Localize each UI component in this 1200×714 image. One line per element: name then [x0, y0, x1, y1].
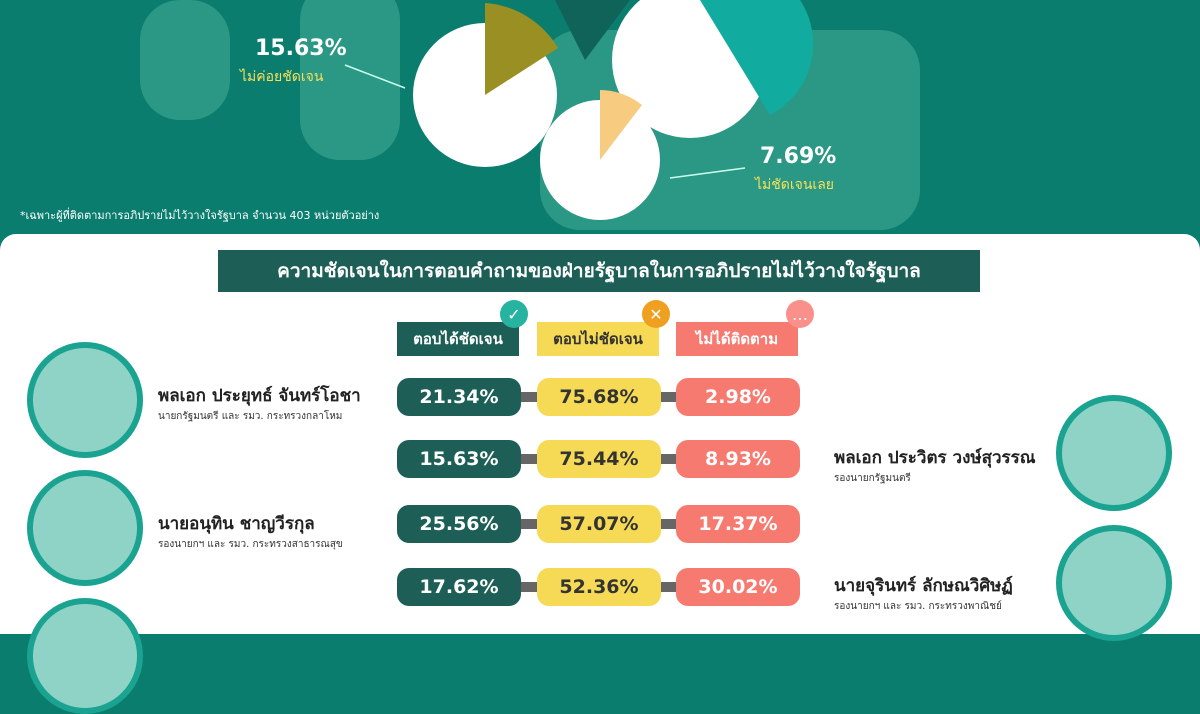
leader-line: [344, 64, 406, 89]
ellipsis-icon: …: [786, 300, 814, 328]
pie-chart-group: [344, 0, 814, 220]
person-role: รองนายกรัฐมนตรี: [834, 473, 911, 484]
pie-slice-not-very-clear: [485, 3, 558, 95]
person-info: พลเอก ประยุทธ์ จันทร์โอชา นายกรัฐมนตรี แ…: [158, 382, 361, 424]
slice-value: 15.63%: [255, 36, 347, 61]
x-icon: ✕: [642, 300, 670, 328]
avatar: [27, 470, 143, 586]
person-role: นายกรัฐมนตรี และ รมว. กระทรวงกลาโหม: [158, 411, 343, 422]
person-info: พลเอก ประวิตร วงษ์สุวรรณ รองนายกรัฐมนตรี: [834, 444, 1036, 486]
value-pill: 57.07%: [537, 505, 661, 543]
connector: [659, 519, 679, 529]
value-pill: 2.98%: [676, 378, 800, 416]
value-pill: 30.02%: [676, 568, 800, 606]
person-info: นายจุรินทร์ ลักษณวิศิษฏ์ รองนายกฯ และ รม…: [834, 572, 1013, 614]
person-role: รองนายกฯ และ รมว. กระทรวงพาณิชย์: [834, 601, 1002, 612]
person-role: รองนายกฯ และ รมว. กระทรวงสาธารณสุข: [158, 539, 343, 550]
column-header-clear: ตอบได้ชัดเจน: [397, 322, 519, 356]
avatar: [1056, 525, 1172, 641]
value-pill: 15.63%: [397, 440, 521, 478]
top-section: 15.63% ไม่ค่อยชัดเจน 7.69% ไม่ชัดเจนเลย …: [0, 0, 1200, 240]
check-icon: ✓: [500, 300, 528, 328]
avatar: [1056, 395, 1172, 511]
slice-value: 7.69%: [760, 144, 837, 169]
background-shape: [140, 0, 230, 120]
value-pill: 25.56%: [397, 505, 521, 543]
column-header-unclear: ตอบไม่ชัดเจน: [537, 322, 659, 356]
connector: [519, 582, 539, 592]
value-pill: 52.36%: [537, 568, 661, 606]
value-pill: 17.62%: [397, 568, 521, 606]
value-pill: 21.34%: [397, 378, 521, 416]
leader-line: [669, 167, 746, 179]
person-name: นายจุรินทร์ ลักษณวิศิษฏ์: [834, 576, 1013, 596]
person-info: นายอนุทิน ชาญวีรกุล รองนายกฯ และ รมว. กร…: [158, 510, 343, 552]
footnote: *เฉพาะผู้ที่ติดตามการอภิปรายไม่ไว้วางใจร…: [20, 209, 380, 222]
value-pill: 75.44%: [537, 440, 661, 478]
table-title: ความชัดเจนในการตอบคำถามของฝ่ายรัฐบาลในกา…: [218, 250, 980, 292]
value-pill: 75.68%: [537, 378, 661, 416]
connector: [659, 582, 679, 592]
person-name: พลเอก ประยุทธ์ จันทร์โอชา: [158, 386, 361, 406]
avatar: [27, 598, 143, 714]
results-panel: [0, 234, 1200, 634]
pie-slice-not-clear-at-all: [600, 90, 642, 160]
slice-label: ไม่ชัดเจนเลย: [755, 177, 834, 193]
connector: [659, 454, 679, 464]
slice-label: ไม่ค่อยชัดเจน: [240, 69, 324, 85]
connector: [519, 519, 539, 529]
avatar: [27, 342, 143, 458]
value-pill: 8.93%: [676, 440, 800, 478]
connector: [519, 392, 539, 402]
pie-slice-dark: [555, 0, 630, 60]
connector: [659, 392, 679, 402]
person-name: นายอนุทิน ชาญวีรกุล: [158, 514, 315, 534]
value-pill: 17.37%: [676, 505, 800, 543]
person-name: พลเอก ประวิตร วงษ์สุวรรณ: [834, 448, 1036, 468]
pie-slice-teal: [700, 0, 814, 115]
column-header-not-following: ไม่ได้ติดตาม: [676, 322, 798, 356]
connector: [519, 454, 539, 464]
